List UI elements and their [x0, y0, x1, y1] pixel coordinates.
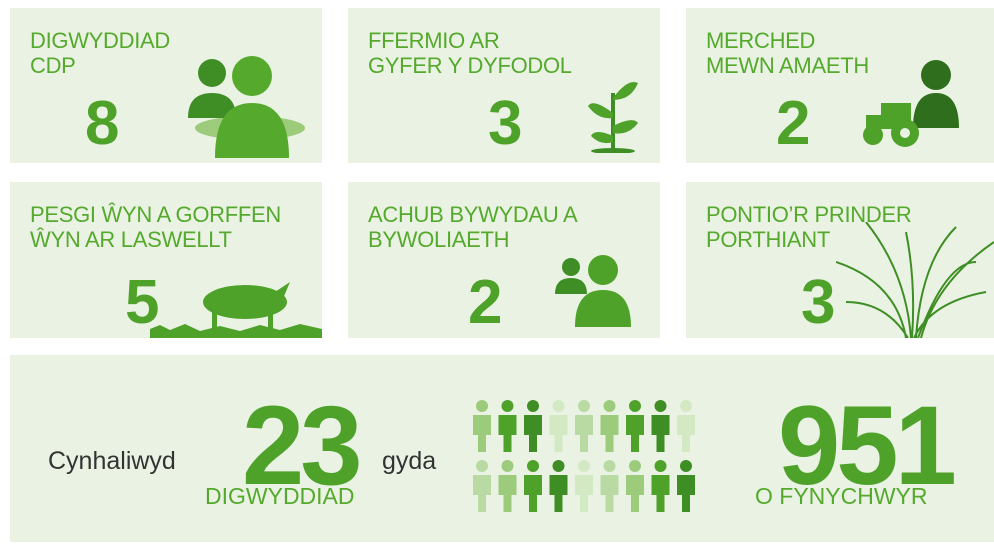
events-label: DIGWYDDIAD [205, 483, 355, 510]
title-line: DIGWYDDIAD [30, 28, 170, 53]
people-icon [553, 252, 633, 327]
grass-icon [836, 222, 994, 338]
person-icon [677, 400, 695, 452]
tile-number: 2 [468, 272, 502, 334]
person-icon [524, 460, 542, 512]
person-icon [677, 460, 695, 512]
person-icon [652, 460, 670, 512]
tractor-icon [861, 53, 961, 148]
person-icon [575, 460, 593, 512]
person-icon [524, 400, 542, 452]
person-icon [626, 400, 644, 452]
summary-joiner: gyda [382, 447, 436, 476]
person-icon [601, 400, 619, 452]
crowd-icon [472, 400, 704, 515]
person-icon [575, 400, 593, 452]
title-line: ACHUB BYWYDAU A [368, 202, 577, 227]
tile-number: 3 [801, 272, 835, 334]
person-icon [652, 400, 670, 452]
title-line: BYWOLIAETH [368, 227, 577, 252]
title-line: ŴYN AR LASWELLT [30, 227, 281, 252]
title-line: CDP [30, 53, 170, 78]
title-line: MEWN AMAETH [706, 53, 869, 78]
person-icon [499, 400, 517, 452]
title-line: FFERMIO AR [368, 28, 572, 53]
person-icon [550, 460, 568, 512]
person-icon [626, 460, 644, 512]
title-line: PESGI ŴYN A GORFFEN [30, 202, 281, 227]
person-icon [499, 460, 517, 512]
tile-number: 2 [776, 93, 810, 155]
summary-lead: Cynhaliwyd [48, 447, 176, 476]
sheep-icon [150, 277, 322, 338]
person-icon [473, 400, 491, 452]
tile-number: 8 [85, 93, 119, 155]
summary-panel: Cynhaliwyd 23 DIGWYDDIAD gyda 951 O FYNY… [10, 355, 994, 542]
person-icon [473, 460, 491, 512]
attendees-label: O FYNYCHWYR [755, 483, 928, 510]
plant-icon [583, 78, 643, 153]
person-icon [601, 460, 619, 512]
page: DIGWYDDIADCDP 8 FFERMIO ARGYFER Y DYFODO… [0, 0, 994, 544]
title-line: GYFER Y DYFODOL [368, 53, 572, 78]
title-line: MERCHED [706, 28, 869, 53]
person-icon [550, 400, 568, 452]
tile-number: 3 [488, 93, 522, 155]
people-icon [170, 48, 305, 158]
